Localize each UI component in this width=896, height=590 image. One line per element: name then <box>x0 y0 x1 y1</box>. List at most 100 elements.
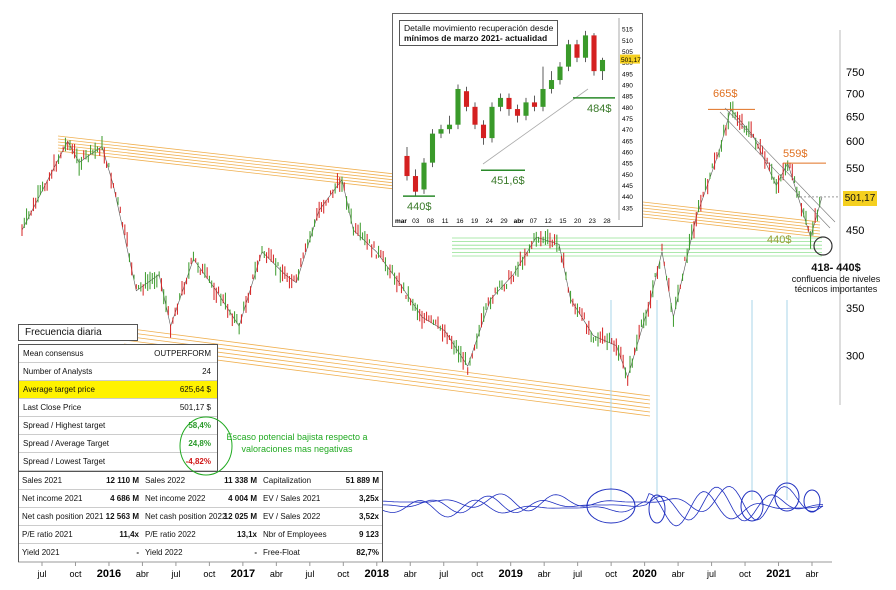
inset-candle <box>523 102 529 116</box>
inset-candle <box>472 106 478 125</box>
inset-y-tick-label: 475 <box>622 116 633 123</box>
fundamentals-label: P/E ratio 2021 <box>22 530 73 539</box>
annotation-440: 440$ <box>767 234 792 246</box>
x-tick-label: abr <box>270 569 283 579</box>
x-tick-label: jul <box>36 569 46 579</box>
inset-candle <box>446 124 453 130</box>
inset-candle <box>497 97 504 107</box>
inset-x-tick-label: 12 <box>545 218 553 225</box>
fundamentals-label: Nbr of Employees <box>263 530 327 539</box>
y-tick-label: 650 <box>846 111 864 123</box>
fundamentals-value: 13,1x <box>236 530 257 539</box>
oscillator-circle <box>803 489 821 513</box>
y-tick-label: 750 <box>846 67 864 79</box>
fundamentals-value: 3,52x <box>358 512 379 521</box>
x-tick-label: 2016 <box>97 568 121 580</box>
fundamentals-value: 12 563 M <box>105 512 139 521</box>
fundamentals-label: Yield 2021 <box>22 548 60 557</box>
last-price-tag: 501,17 <box>843 191 877 206</box>
inset-y-tick-label: 485 <box>622 94 633 101</box>
consensus-label: Average target price <box>23 385 95 394</box>
annotation-high: 665$ <box>713 88 738 100</box>
inset-candle <box>582 35 589 58</box>
inset-candle <box>548 80 555 89</box>
inset-title-line-1: Detalle movimiento recuperación desde <box>404 23 554 33</box>
consensus-label: Mean consensus <box>23 349 84 358</box>
inset-candle <box>514 109 521 116</box>
consensus-value: 24 <box>202 367 211 376</box>
inset-y-tick-label: 440 <box>622 194 633 201</box>
inset-x-tick-label: 20 <box>574 218 582 225</box>
note-ellipse-shape <box>179 416 233 476</box>
x-tick-label: oct <box>739 569 752 579</box>
consensus-value: 625,64 $ <box>179 385 211 394</box>
y-tick-label: 450 <box>846 225 864 237</box>
consensus-label: Spread / Average Target <box>23 439 109 448</box>
consensus-label: Number of Analysts <box>23 367 93 376</box>
x-tick-label: abr <box>672 569 685 579</box>
x-tick-label: oct <box>69 569 82 579</box>
inset-x-tick-label: 07 <box>530 218 538 225</box>
consensus-row: Number of Analysts 24 <box>19 363 217 381</box>
inset-candle <box>429 133 436 163</box>
x-tick-label: jul <box>438 569 448 579</box>
downside-note: Escaso potencial bajista respecto a valo… <box>226 431 368 455</box>
y-tick-label: 350 <box>846 303 864 315</box>
fundamentals-value: 51 889 M <box>345 476 379 485</box>
x-tick-label: 2018 <box>365 568 389 580</box>
inset-candle <box>463 91 470 107</box>
inset-last-tag <box>620 54 640 64</box>
inset-title-line-2: mínimos de marzo 2021- actualidad <box>404 33 548 43</box>
inset-chart: 515 510 505 500 495 490 485 480 475 470 465 460 455 4… <box>395 18 641 225</box>
consensus-label: Last Close Price <box>23 403 82 412</box>
lower-channel-line <box>123 327 651 397</box>
support-callout-title: 418- 440$ <box>811 262 861 274</box>
x-axis: jul oct 2016 abr jul oct 2017 abr jul oct 2018 abr j… <box>18 561 832 580</box>
support-zone <box>452 236 833 257</box>
x-tick-label: oct <box>471 569 484 579</box>
y-tick-label: 300 <box>846 351 864 363</box>
inset-candle <box>480 124 487 139</box>
lower-channel-line <box>123 331 651 401</box>
y-tick-label: 550 <box>846 163 864 175</box>
consensus-value: 501,17 $ <box>179 403 211 412</box>
fundamentals-label: Sales 2021 <box>22 476 63 485</box>
inset-x-tick-label: 03 <box>412 218 420 225</box>
downtrend-line <box>724 107 836 223</box>
inset-y-tick-label: 465 <box>622 138 633 145</box>
x-tick-label: jul <box>170 569 180 579</box>
fundamentals-label: Net income 2021 <box>22 494 83 503</box>
x-tick-label: 2017 <box>231 568 255 580</box>
consensus-row: Average target price 625,64 $ <box>19 381 217 399</box>
fundamentals-label: EV / Sales 2021 <box>263 494 321 503</box>
inset-candle <box>421 162 427 190</box>
inset-x-tick-label: abr <box>514 218 525 225</box>
y-tick-label: 600 <box>846 136 864 148</box>
price-series <box>21 101 823 386</box>
support-callout-text-2: técnicos importantes <box>794 284 878 294</box>
fundamentals-label: P/E ratio 2022 <box>145 530 196 539</box>
fundamentals-value: - <box>136 548 139 557</box>
x-tick-label: oct <box>605 569 618 579</box>
downtrend-line-2 <box>719 111 831 229</box>
inset-y-tick-label: 515 <box>622 27 633 34</box>
inset-y-tick-label: 510 <box>622 38 633 45</box>
oscillator-circle <box>774 482 800 512</box>
x-tick-label: 2019 <box>498 568 522 580</box>
inset-y-tick-label: 505 <box>622 49 633 56</box>
inset-x-tick-label: 08 <box>427 218 435 225</box>
inset-candle <box>404 155 410 177</box>
consensus-label: Spread / Lowest Target <box>23 457 106 466</box>
inset-candle <box>574 44 580 58</box>
oscillator-line <box>381 486 824 521</box>
support-callout: 418- 440$ confluencia de niveles técnico… <box>776 262 896 294</box>
fundamentals-value: 11,4x <box>119 530 139 539</box>
inset-level-label: 451,6$ <box>491 175 525 187</box>
oscillator-line <box>381 491 824 527</box>
consensus-table: Mean consensus OUTPERFORM Number of Analys… <box>18 344 218 472</box>
downside-note-line-2: valoraciones mas negativas <box>241 444 353 454</box>
fundamentals-row: Net income 2021 4 686 M Net income 2022 4 0… <box>19 490 382 508</box>
divergence-guides <box>610 300 788 500</box>
fundamentals-value: 9 123 <box>358 530 379 539</box>
x-tick-label: 2020 <box>632 568 656 580</box>
